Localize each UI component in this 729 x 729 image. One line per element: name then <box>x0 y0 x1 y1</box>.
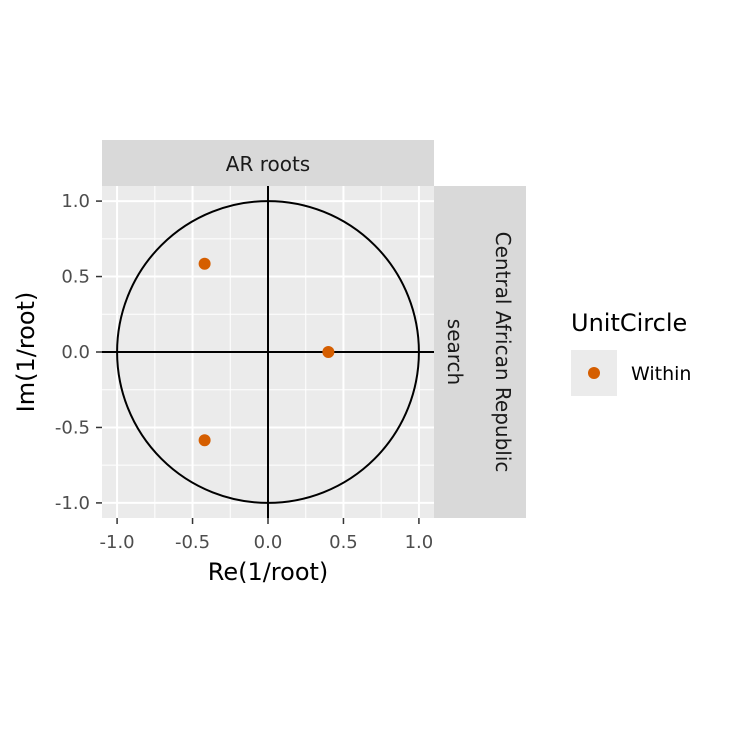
data-points <box>198 257 335 447</box>
facet-title: AR roots <box>226 152 310 176</box>
x-axis-ticks: -1.0 -0.5 0.0 0.5 1.0 <box>100 518 434 553</box>
legend-title: UnitCircle <box>571 309 687 337</box>
data-point <box>198 257 211 270</box>
data-point <box>322 346 335 358</box>
y-tick-label: 0.0 <box>61 342 90 363</box>
data-point <box>198 434 211 447</box>
x-tick-label: 0.0 <box>254 532 283 553</box>
facet-strip-top <box>102 140 434 186</box>
y-axis-title: Im(1/root) <box>12 292 40 413</box>
y-tick-label: -0.5 <box>55 417 90 438</box>
reference-lines <box>102 186 434 518</box>
x-axis-title: Re(1/root) <box>208 558 329 586</box>
y-tick-label: -1.0 <box>55 493 90 514</box>
x-tick-label: -0.5 <box>175 532 210 553</box>
unit-circle <box>116 200 420 504</box>
facet-strip-right <box>434 186 526 518</box>
x-tick-label: -1.0 <box>100 532 135 553</box>
x-tick-label: 1.0 <box>405 532 434 553</box>
y-tick-label: 1.0 <box>61 191 90 212</box>
x-tick-label: 0.5 <box>329 532 358 553</box>
legend-label-within: Within <box>631 363 691 385</box>
y-tick-label: 0.5 <box>61 267 90 288</box>
facet-row-label-1: Central African Republic <box>491 232 515 473</box>
legend-key-point <box>588 367 600 379</box>
facet-row-label-2: search <box>443 319 467 385</box>
y-axis-ticks: -1.0 -0.5 0.0 0.5 1.0 <box>55 191 102 514</box>
